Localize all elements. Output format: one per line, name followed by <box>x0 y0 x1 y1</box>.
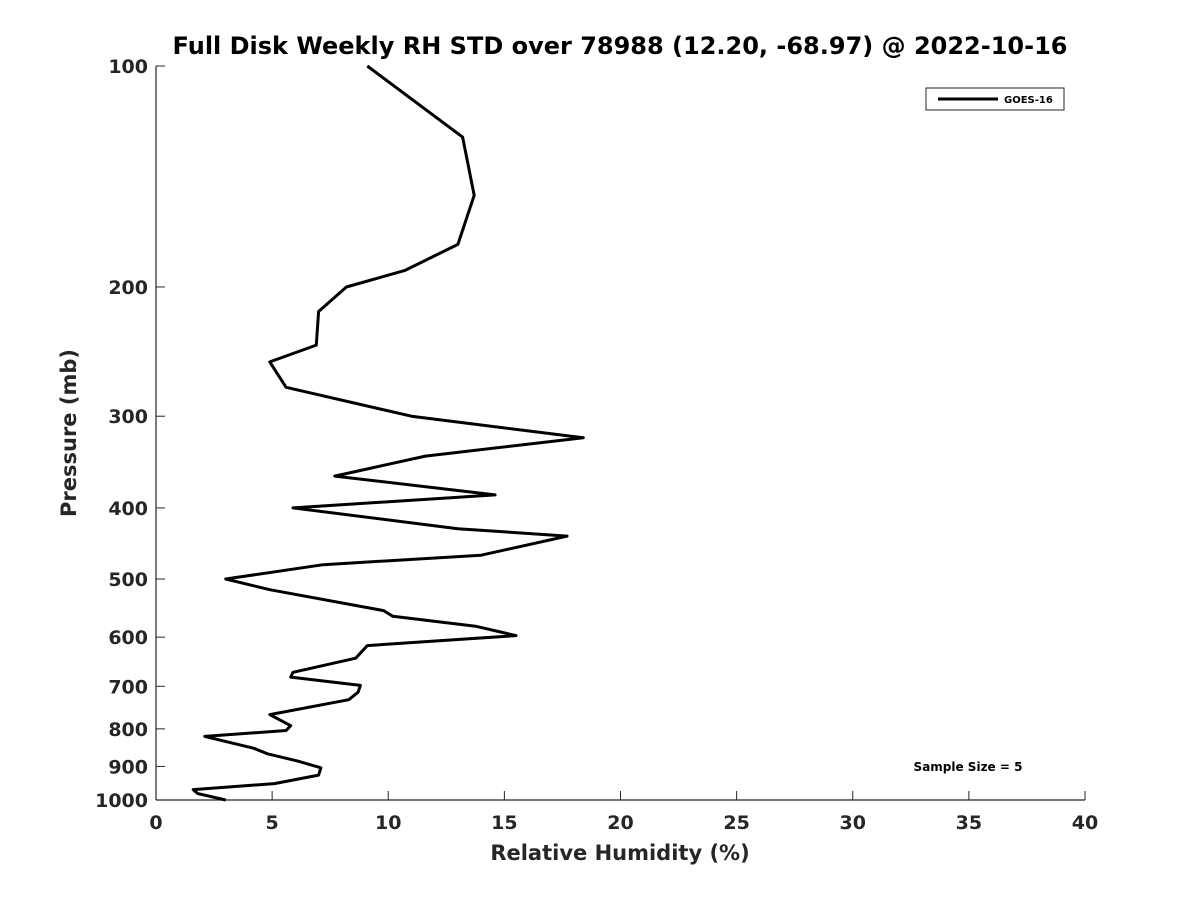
chart-title: Full Disk Weekly RH STD over 78988 (12.2… <box>173 32 1068 60</box>
x-tick-label: 20 <box>607 812 633 834</box>
y-tick-label: 300 <box>108 406 148 428</box>
x-tick-label: 15 <box>491 812 517 834</box>
y-tick-label: 800 <box>108 719 148 741</box>
series-layer <box>191 64 585 802</box>
axis-ticks: 0 5 10 15 20 25 30 35 40 100 200 300 400 500 600 700 800… <box>95 56 1098 834</box>
sample-size-annotation: Sample Size = 5 <box>914 760 1023 774</box>
x-tick-label: 0 <box>149 812 162 834</box>
y-tick-label: 500 <box>108 569 148 591</box>
x-tick-label: 40 <box>1072 812 1098 834</box>
y-axis-label: Pressure (mb) <box>57 349 81 517</box>
x-tick-label: 10 <box>375 812 401 834</box>
y-tick-label: 100 <box>108 56 148 78</box>
legend: GOES-16 <box>925 87 1065 111</box>
y-tick-label: 700 <box>108 676 148 698</box>
x-axis-label: Relative Humidity (%) <box>490 841 749 865</box>
series-line-goes-16 <box>191 64 585 802</box>
y-tick-label: 600 <box>108 627 148 649</box>
legend-label-goes-16: GOES-16 <box>1004 95 1053 106</box>
x-tick-label: 35 <box>956 812 982 834</box>
y-tick-label: 200 <box>108 277 148 299</box>
y-tick-label: 400 <box>108 498 148 520</box>
y-tick-label: 1000 <box>95 790 148 812</box>
y-tick-label: 900 <box>108 756 148 778</box>
x-tick-label: 25 <box>723 812 749 834</box>
x-tick-label: 5 <box>266 812 279 834</box>
x-tick-label: 30 <box>840 812 866 834</box>
